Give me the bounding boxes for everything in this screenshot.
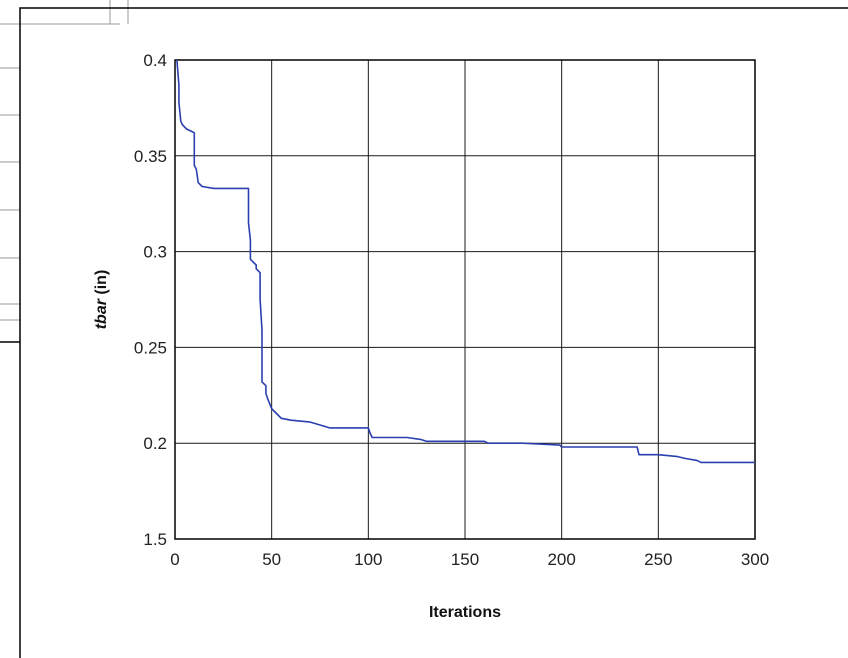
x-tick-labels: 0 50 100 150 200 250 300 xyxy=(170,550,769,569)
plot-area-border xyxy=(174,59,756,540)
x-tick-label: 250 xyxy=(644,550,672,569)
x-tick-label: 0 xyxy=(170,550,179,569)
x-tick-label: 200 xyxy=(547,550,575,569)
y-tick-label: 0.2 xyxy=(143,434,167,453)
gridlines xyxy=(174,59,756,540)
x-tick-label: 50 xyxy=(262,550,281,569)
y-tick-label: 0.3 xyxy=(143,243,167,262)
chart-frame xyxy=(19,7,848,658)
y-tick-labels: 1.5 0.2 0.25 0.3 0.35 0.4 xyxy=(134,51,167,549)
y-axis-title-unit: (in) xyxy=(93,270,110,299)
x-axis-title: Iterations xyxy=(429,604,501,621)
x-tick-label: 300 xyxy=(741,550,769,569)
x-tick-label: 100 xyxy=(354,550,382,569)
tbar-series-line xyxy=(176,59,755,464)
x-tick-label: 150 xyxy=(451,550,479,569)
y-tick-label: 1.5 xyxy=(143,530,167,549)
y-axis-title-italic: tbar xyxy=(93,298,110,329)
y-tick-label: 0.25 xyxy=(134,338,167,357)
y-axis-title: tbar (in) xyxy=(93,270,110,330)
y-tick-label: 0.4 xyxy=(143,51,167,70)
y-tick-label: 0.35 xyxy=(134,147,167,166)
